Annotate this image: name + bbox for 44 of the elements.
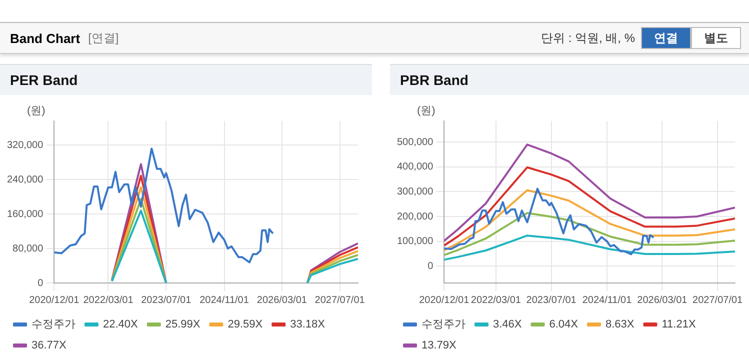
legend-label: 36.77X	[32, 340, 68, 352]
x-tick-label: 2026/03/01	[637, 294, 688, 306]
legend-label: 22.40X	[103, 318, 139, 331]
text: Band Chart	[10, 30, 80, 46]
legend-label: 25.99X	[165, 318, 201, 331]
text: 단위 : 억원, 배, %	[540, 30, 635, 46]
legend-label: 수정주가	[32, 318, 76, 331]
y-tick-label: 160,000	[6, 208, 44, 220]
legend-label: 11.21X	[662, 318, 696, 331]
legend-label: 3.46X	[493, 318, 522, 331]
y-tick-label: 320,000	[6, 140, 44, 151]
text: 별도	[691, 27, 741, 49]
y-tick-label: 100,000	[396, 236, 434, 248]
x-tick-label: 2024/11/01	[582, 294, 632, 306]
text: [연결]	[88, 30, 119, 46]
x-tick-label: 2024/11/01	[200, 294, 250, 306]
y-tick-label: 0	[428, 260, 434, 272]
legend-label: 6.04X	[549, 318, 579, 331]
y-tick-label: 240,000	[6, 174, 44, 186]
y-tick-label: 300,000	[396, 186, 434, 198]
y-axis-title: (원)	[26, 105, 46, 118]
y-axis-title: (원)	[416, 105, 436, 118]
legend-label: 수정주가	[422, 318, 466, 331]
y-tick-label: 80,000	[12, 243, 44, 254]
x-tick-label: 2027/07/01	[692, 294, 744, 306]
x-tick-label: 2022/03/01	[83, 294, 134, 306]
y-tick-label: 200,000	[396, 211, 434, 222]
y-tick-label: 500,000	[396, 136, 434, 148]
x-tick-label: 2027/07/01	[314, 294, 366, 306]
y-tick-label: 400,000	[396, 162, 434, 173]
legend-label: 29.59X	[228, 318, 264, 331]
text: 연결	[641, 27, 691, 49]
chart-title: PER Band	[0, 64, 372, 95]
legend-label: 13.79X	[422, 340, 458, 352]
legend-label: 8.63X	[605, 318, 635, 331]
x-tick-label: 2020/12/01	[419, 294, 470, 306]
legend-label: 33.18X	[290, 318, 326, 331]
x-tick-label: 2022/03/01	[470, 294, 522, 306]
y-tick-label: 0	[38, 278, 44, 289]
x-tick-label: 2023/07/01	[526, 294, 577, 306]
x-tick-label: 2020/12/01	[29, 294, 80, 306]
x-tick-label: 2023/07/01	[141, 294, 192, 306]
x-tick-label: 2026/03/01	[256, 294, 308, 306]
chart-title: PBR Band	[390, 64, 749, 95]
